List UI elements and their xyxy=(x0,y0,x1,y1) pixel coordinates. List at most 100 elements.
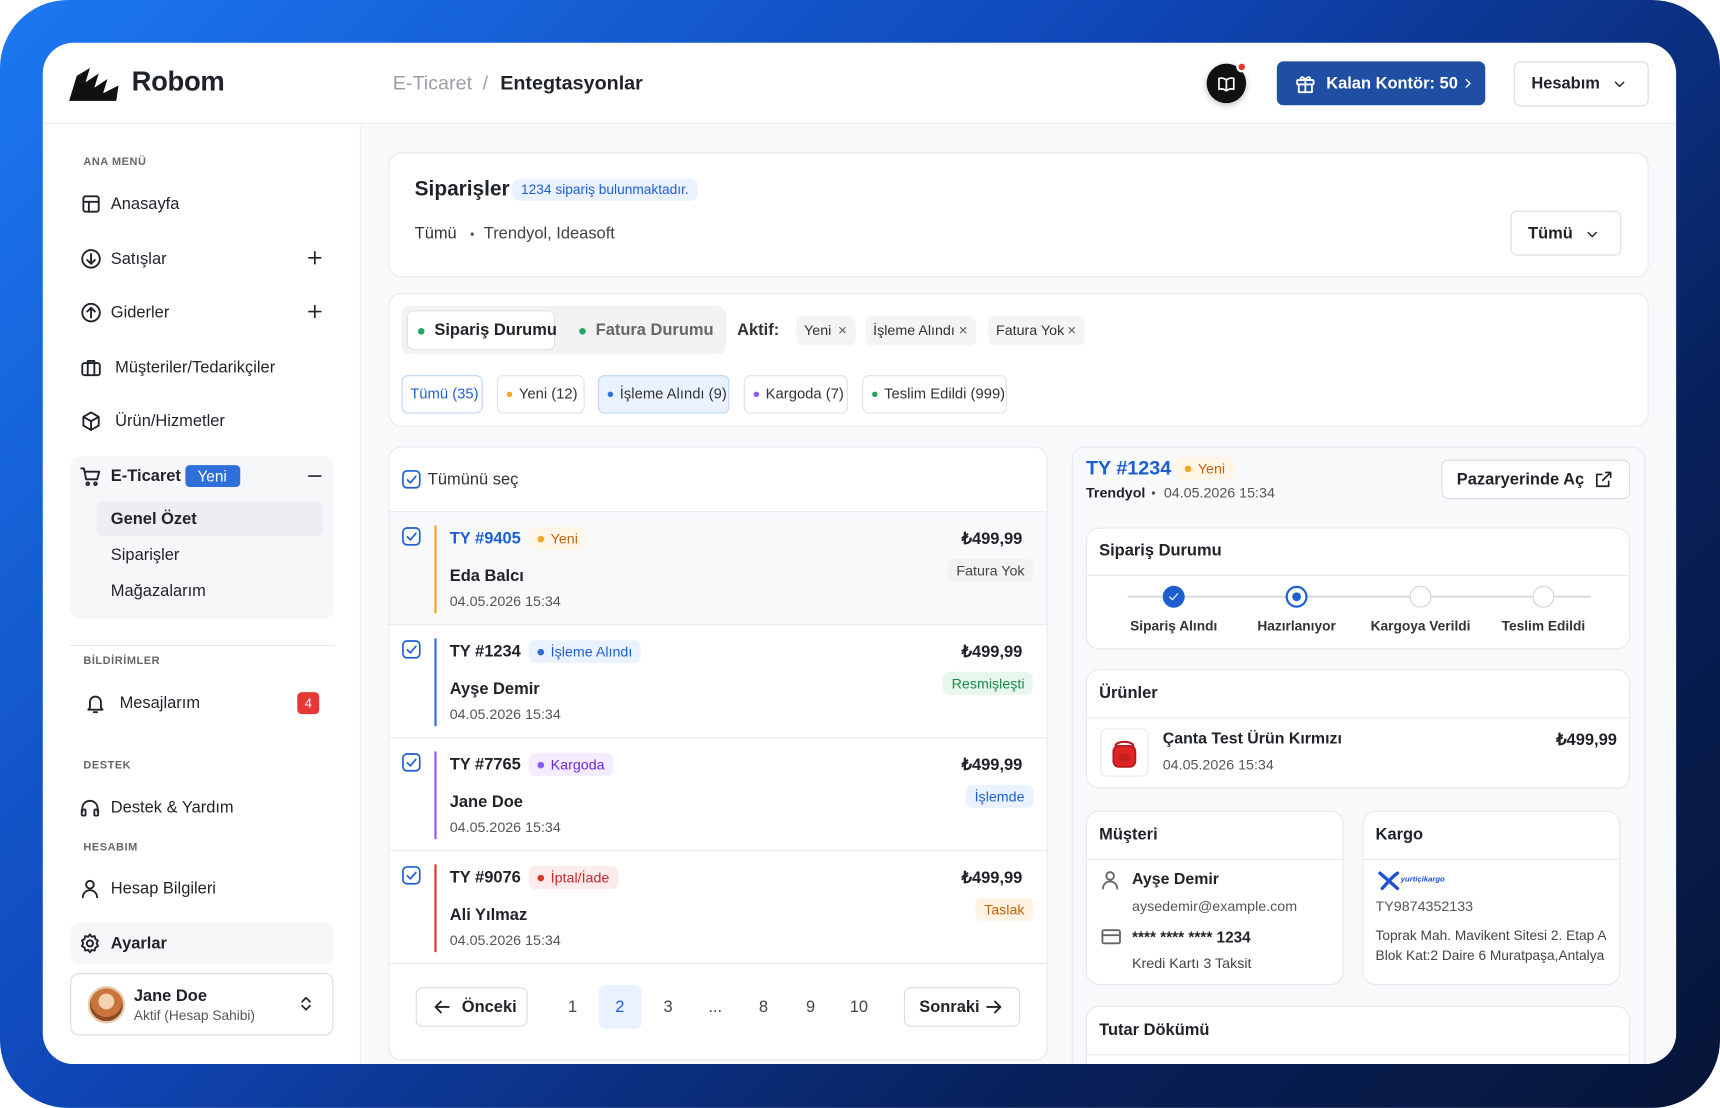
account-button[interactable] xyxy=(1513,61,1649,107)
submenu-item[interactable]: Siparişler xyxy=(110,545,180,565)
header-divider xyxy=(42,122,1677,124)
filter-chip-text: Yeni xyxy=(804,321,832,339)
section-title: HESABIM xyxy=(83,841,138,854)
page-number[interactable]: 2 xyxy=(615,997,625,1017)
order-row[interactable] xyxy=(389,625,1047,739)
active-tab[interactable] xyxy=(406,310,556,350)
payment-card: **** **** **** 1234 xyxy=(1132,928,1251,946)
guide-icon-part xyxy=(1218,77,1235,92)
menu-icon-part xyxy=(86,306,96,319)
prev-button[interactable] xyxy=(415,987,528,1027)
page-number[interactable]: 10 xyxy=(849,997,869,1017)
menu-item[interactable]: Hesap Bilgileri xyxy=(110,879,216,898)
status-filter[interactable] xyxy=(597,375,730,414)
order-row[interactable] xyxy=(389,738,1047,852)
filter-chip[interactable] xyxy=(988,315,1085,346)
brand-name: Robom xyxy=(131,66,225,98)
page-number[interactable]: 1 xyxy=(568,997,578,1017)
menu-item[interactable]: Mesajlarım xyxy=(119,693,201,713)
order-status: İptal/İade xyxy=(528,866,619,890)
order-checkbox-part xyxy=(402,866,421,885)
new-badge xyxy=(185,465,241,488)
remove-filter-icon-part xyxy=(839,326,846,334)
tab-dot xyxy=(417,327,425,335)
menu-icon xyxy=(81,249,101,269)
user-role: Aktif (Hesap Sahibi) xyxy=(133,1008,256,1024)
order-status-text: İptal/İade xyxy=(550,869,610,886)
select-all-checkbox-part xyxy=(406,475,417,484)
menu-item[interactable]: Ürün/Hizmetler xyxy=(115,411,225,431)
chevron-down xyxy=(1614,81,1625,88)
arrow-left-part xyxy=(434,1000,450,1014)
order-checkbox xyxy=(402,753,421,772)
product-name: Çanta Test Ürün Kırmızı xyxy=(1162,730,1342,749)
payment-card-icon xyxy=(1101,929,1121,945)
detail-date: 04.05.2026 15:34 xyxy=(1163,484,1275,501)
credits-button[interactable] xyxy=(1276,61,1486,106)
sidebar-divider xyxy=(359,123,361,1065)
menu-item[interactable]: Destek & Yardım xyxy=(110,798,234,817)
order-accent-line xyxy=(434,751,437,840)
order-checkbox xyxy=(402,527,421,546)
customer-name: Ayşe Demir xyxy=(1132,870,1219,889)
page-number[interactable]: 3 xyxy=(663,997,673,1017)
status-filter[interactable] xyxy=(401,375,483,414)
filter-chip[interactable] xyxy=(865,315,977,346)
menu-icon-part xyxy=(81,362,101,377)
headset-icon xyxy=(80,799,100,817)
page-number[interactable]: 8 xyxy=(758,997,769,1017)
invoice-status: Taslak xyxy=(975,897,1034,921)
product-bag-part xyxy=(1118,753,1130,762)
menu-item[interactable]: Satışlar xyxy=(110,249,167,269)
page-number[interactable]: ... xyxy=(708,997,723,1017)
user-icon-part xyxy=(81,889,99,899)
page-number[interactable]: 9 xyxy=(806,997,816,1017)
prev-label[interactable]: Önceki xyxy=(461,997,517,1017)
breadcrumb-parent[interactable]: E-Ticaret xyxy=(392,71,473,94)
menu-item[interactable]: Giderler xyxy=(110,303,170,322)
product-price: ₺499,99 xyxy=(1556,730,1617,750)
menu-item[interactable]: Müşteriler/Tedarikçiler xyxy=(115,358,276,377)
next-label[interactable]: Sonraki xyxy=(919,997,980,1017)
arrow-right-part xyxy=(986,1000,1002,1014)
order-row[interactable] xyxy=(389,512,1047,626)
step-check xyxy=(1169,593,1179,601)
order-accent-line xyxy=(434,864,437,953)
status-filter[interactable] xyxy=(862,375,1007,414)
customer-name: Jane Doe xyxy=(449,792,523,812)
card-title: Tutar Dökümü xyxy=(1099,1020,1210,1040)
open-marketplace-button[interactable] xyxy=(1441,459,1631,500)
carrier-name: yurtiçikargo xyxy=(1400,875,1445,884)
bell-icon xyxy=(87,695,104,714)
page-title: Siparişler xyxy=(414,177,510,201)
step-current-dot xyxy=(1292,592,1301,602)
select-all-label[interactable]: Tümünü seç xyxy=(427,470,519,489)
section-title: DESTEK xyxy=(83,759,132,772)
arrow-right xyxy=(986,1000,1002,1014)
select-all-checkbox-part xyxy=(402,470,421,489)
submenu-item[interactable]: Mağazalarım xyxy=(110,581,206,601)
order-status-text: Yeni xyxy=(550,530,578,547)
filter-chip[interactable] xyxy=(796,315,856,346)
menu-item[interactable]: Anasayfa xyxy=(110,194,180,214)
carrier-logo xyxy=(1378,871,1400,891)
status-filter-text: Teslim Edildi (999) xyxy=(884,385,1006,403)
product-bag xyxy=(1112,740,1137,768)
detail-channel: Trendyol xyxy=(1085,484,1146,501)
active-page[interactable] xyxy=(598,985,642,1029)
menu-item[interactable]: Ayarlar xyxy=(110,934,167,953)
tab-label[interactable]: Fatura Durumu xyxy=(595,320,714,340)
customer-name: Ayşe Demir xyxy=(449,679,540,699)
order-accent-line xyxy=(434,525,437,614)
section-divider xyxy=(70,645,334,647)
order-row[interactable] xyxy=(389,851,1047,965)
tab-label[interactable]: Sipariş Durumu xyxy=(434,320,557,340)
status-filter[interactable] xyxy=(743,375,848,414)
order-amount: ₺499,99 xyxy=(961,755,1023,775)
menu-icon xyxy=(82,195,100,213)
menu-item[interactable]: E-Ticaret xyxy=(110,466,181,486)
order-checkbox-part xyxy=(402,640,421,659)
scope-dropdown[interactable] xyxy=(1510,210,1622,256)
expand-icon-part xyxy=(308,251,322,265)
submenu-item[interactable]: Genel Özet xyxy=(110,509,197,529)
